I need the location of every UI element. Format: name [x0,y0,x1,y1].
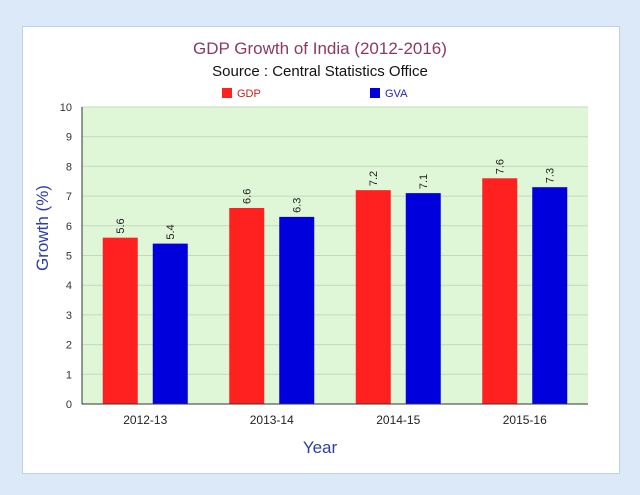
x-tick-label: 2013-14 [250,413,294,427]
data-label: 7.2 [368,171,380,186]
y-tick-label: 5 [66,251,72,263]
x-axis-title: Year [303,438,338,457]
bar-gdp-2012-13 [102,237,138,404]
y-tick-label: 7 [66,191,72,203]
data-label: 6.6 [242,189,254,204]
bar-gva-2014-15 [405,193,441,404]
data-label: 5.6 [115,218,127,233]
y-axis-title: Growth (%) [33,185,52,271]
y-tick-label: 8 [66,161,72,173]
data-label: 7.6 [495,159,507,174]
bars [102,178,568,404]
legend: GDP GVA [222,88,408,100]
y-tick-label: 3 [66,310,72,322]
bar-labels: 5.6 5.4 6.6 6.3 7.2 7.1 7.6 7.3 [115,159,557,240]
legend-gdp-label: GDP [237,88,261,100]
y-tick-label: 1 [66,369,72,381]
y-tick-label: 6 [66,221,72,233]
y-tick-label: 10 [60,102,72,114]
y-tick-label: 9 [66,132,72,144]
data-label: 6.3 [292,198,304,213]
legend-gva-label: GVA [385,88,408,100]
chart-subtitle: Source : Central Statistics Office [212,63,428,80]
x-tick-label: 2012-13 [123,413,167,427]
bar-gdp-2013-14 [229,207,265,404]
data-label: 7.1 [418,174,430,189]
chart-title: GDP Growth of India (2012-2016) [193,39,447,58]
y-tick-label: 2 [66,340,72,352]
bar-gdp-2014-15 [355,190,391,404]
x-tick-labels: 2012-13 2013-14 2014-15 2015-16 [123,413,547,427]
y-tick-labels: 0 1 2 3 4 5 6 7 8 9 10 [60,102,72,411]
y-tick-label: 0 [66,399,72,411]
bar-gdp-2015-16 [482,178,518,404]
bar-gva-2012-13 [152,243,188,404]
x-tick-label: 2014-15 [376,413,420,427]
legend-gdp-swatch [222,88,232,98]
legend-gva-swatch [370,88,380,98]
bar-gva-2015-16 [532,187,568,404]
x-tick-label: 2015-16 [503,413,547,427]
data-label: 5.4 [165,224,177,239]
data-label: 7.3 [545,168,557,183]
bar-gva-2013-14 [279,216,315,404]
y-tick-label: 4 [66,280,72,292]
